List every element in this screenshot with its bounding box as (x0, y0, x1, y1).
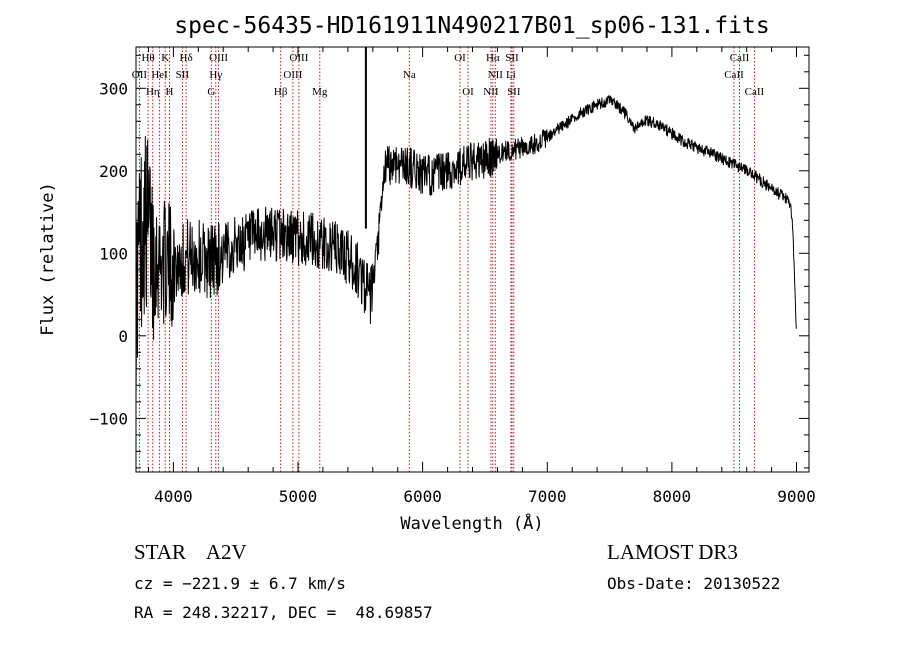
line-marker-label: G (207, 86, 215, 98)
x-axis-ticks: 4000 5000 6000 7000 8000 9000 (148, 47, 816, 506)
line-marker-label: SII (176, 69, 190, 81)
line-marker-label: NII (488, 69, 504, 81)
x-tick-label: 7000 (528, 487, 567, 506)
line-marker-label: OIII (289, 52, 308, 64)
y-tick-label: 300 (99, 79, 128, 98)
line-marker-label: NII (483, 86, 499, 98)
x-axis-label: Wavelength (Å) (400, 512, 543, 534)
x-tick-label: 8000 (653, 487, 692, 506)
star-class-text: STAR A2V (134, 540, 247, 564)
x-tick-label: 6000 (403, 487, 442, 506)
line-marker-label: Li (506, 69, 516, 81)
x-tick-label: 9000 (777, 487, 816, 506)
line-marker-label: Hα (486, 52, 500, 64)
chart-title: spec-56435-HD161911N490217B01_sp06-131.f… (174, 13, 769, 39)
line-marker-label: Mg (312, 86, 328, 98)
line-marker-label: Hβ (274, 86, 288, 98)
coordinates-text: RA = 248.32217, DEC = 48.69857 (134, 603, 433, 622)
y-tick-label: 100 (99, 244, 128, 263)
line-marker-label: Hδ (180, 52, 193, 64)
line-marker-label: CaII (724, 69, 744, 81)
y-tick-label: 200 (99, 162, 128, 181)
line-marker-label: SII (507, 86, 521, 98)
line-marker-label: Hη (146, 86, 160, 98)
line-marker-label: OIII (283, 69, 302, 81)
line-marker-label: HeI (151, 69, 168, 81)
line-marker-label: H (166, 86, 174, 98)
y-tick-label: 0 (118, 327, 128, 346)
obs-date-text: Obs-Date: 20130522 (607, 574, 781, 593)
line-marker-label: CaII (730, 52, 750, 64)
x-tick-label: 5000 (279, 487, 318, 506)
line-marker-label: Hθ (141, 52, 154, 64)
y-axis-ticks: −100 0 100 200 300 (89, 54, 809, 469)
line-marker-label: SII (505, 52, 519, 64)
y-axis-label: Flux (relative) (38, 182, 58, 336)
line-marker-label: CaII (745, 86, 765, 98)
spectrum-line (135, 95, 797, 398)
redshift-text: cz = −221.9 ± 6.7 km/s (134, 574, 346, 593)
line-marker-label: K (161, 52, 169, 64)
line-labels: Hθ K Hδ OIII OIII OI Hα SII CaII OII HeI SII Hγ OIII N… (132, 52, 765, 98)
y-tick-label: −100 (89, 409, 128, 428)
line-marker-label: Hγ (209, 69, 222, 81)
line-markers (138, 47, 755, 472)
line-marker-label: OII (132, 69, 148, 81)
line-marker-label: OI (454, 52, 466, 64)
line-marker-label: OI (462, 86, 474, 98)
x-tick-label: 4000 (154, 487, 193, 506)
survey-text: LAMOST DR3 (607, 540, 738, 564)
line-marker-label: OIII (209, 52, 228, 64)
line-marker-label: Na (403, 69, 416, 81)
